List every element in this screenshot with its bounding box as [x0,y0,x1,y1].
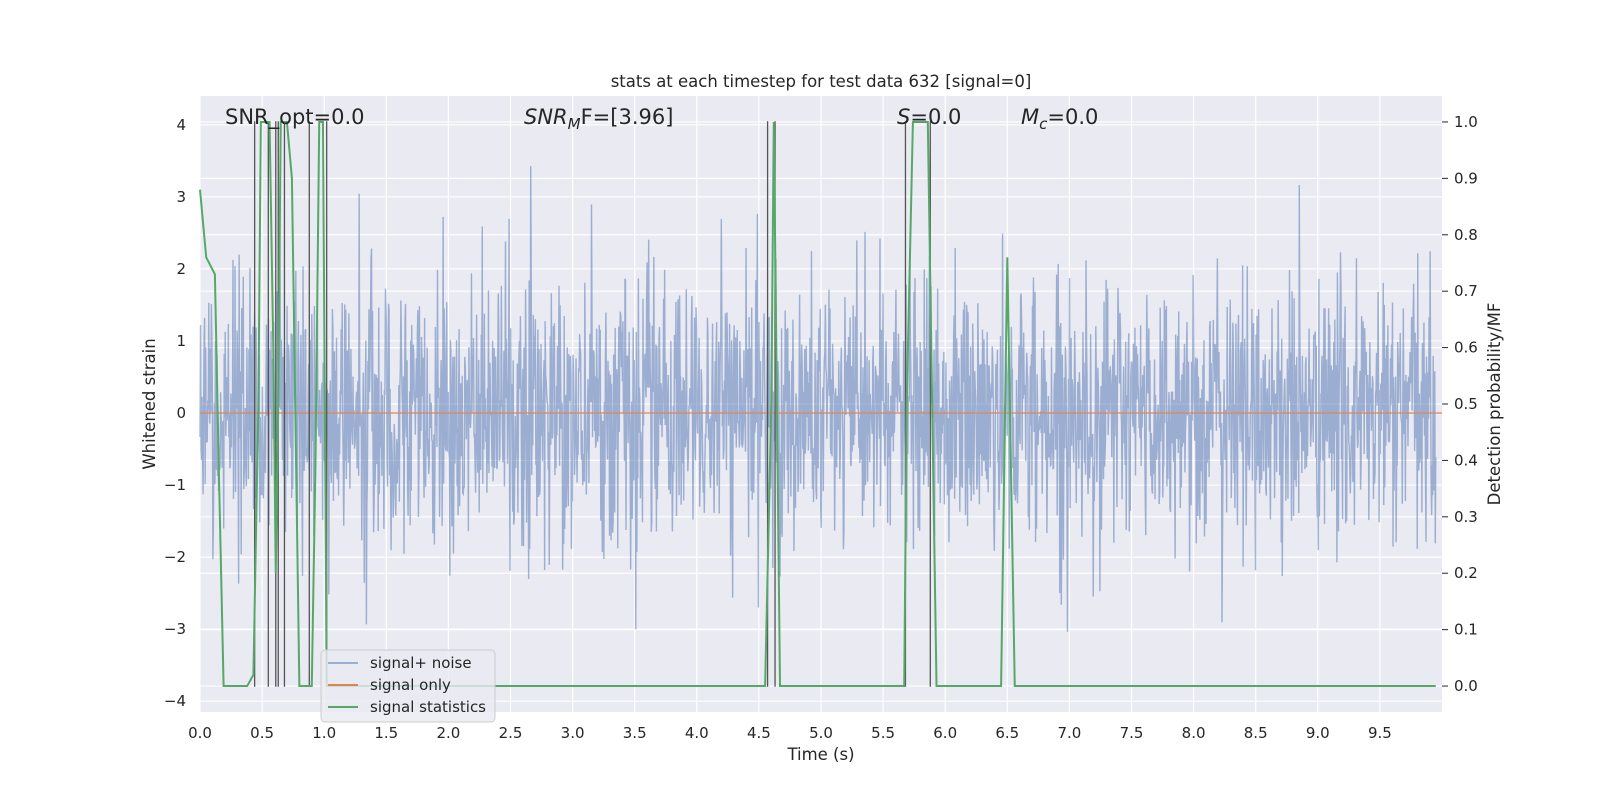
series-signal-statistics [199,120,1436,688]
y2-tick-label: 0.4 [1454,451,1478,469]
legend-box [320,649,496,723]
y2-tick-label: 0.9 [1454,169,1478,187]
y-tick-label: −1 [164,476,186,494]
y2-tick-label: 0.3 [1454,508,1478,526]
annotation-s: S=0.0 [897,105,961,129]
y2-axis-label: Detection probability/MF [1485,303,1504,506]
x-axis-ticks: 0.0 0.5 1.0 1.5 2.0 2.5 3.0 3.5 4.0 4.5 5.0 5.5 6.0 6… [188,724,1392,742]
chart-title: stats at each timestep for test data 632… [611,72,1032,91]
y2-tick-label: 1.0 [1454,113,1478,131]
signal-plus-noise-line [199,166,1437,632]
y2-tick-label: 0.8 [1454,226,1478,244]
legend-label-signal-plus-noise: signal+ noise [370,654,472,672]
y2-tick-label: 0.6 [1454,339,1478,357]
annotation-snr-opt: SNR_opt=0.0 [225,105,365,130]
y-tick-label: 0 [176,404,186,422]
legend-label-signal-only: signal only [370,676,451,694]
x-tick-label: 1.5 [374,724,398,742]
x-tick-label: 0.0 [188,724,212,742]
x-tick-label: 5.0 [809,724,833,742]
x-tick-label: 2.5 [499,724,523,742]
annotation-snr-mf-main: SNR [524,105,568,129]
x-tick-label: 8.5 [1244,724,1268,742]
annotation-snr-mf: SNRMF=[3.96] [524,105,673,133]
annotation-mc-sub: c [1039,115,1048,133]
signal-statistics-line [199,120,1436,688]
legend: signal+ noise signal only signal statist… [320,649,496,723]
annotation-mc-tail: =0.0 [1047,105,1098,129]
annotation-snr-mf-tail: F=[3.96] [581,105,674,129]
y-tick-label: 1 [176,332,186,350]
x-tick-label: 7.0 [1057,724,1081,742]
annotation-mc: Mc=0.0 [1021,105,1098,133]
x-tick-label: 2.0 [436,724,460,742]
x-tick-label: 6.0 [933,724,957,742]
annotation-s-main: S [897,105,910,129]
y-tick-label: 3 [176,188,186,206]
x-tick-label: 1.0 [312,724,336,742]
y2-tick-label: 0.7 [1454,282,1478,300]
x-tick-label: 9.5 [1368,724,1392,742]
x-tick-label: 6.5 [995,724,1019,742]
y-tick-label: −2 [164,548,186,566]
y2-tick-label: 0.2 [1454,564,1478,582]
y-axis-ticks: 4 3 2 1 0 −1 −2 −3 −4 [164,116,186,710]
y-tick-label: −4 [164,692,186,710]
legend-label-signal-statistics: signal statistics [370,698,486,716]
x-tick-label: 3.5 [623,724,647,742]
x-tick-label: 0.5 [250,724,274,742]
x-tick-label: 9.0 [1306,724,1330,742]
x-tick-label: 5.5 [871,724,895,742]
y2-axis-ticks: 1.0 0.9 0.8 0.7 0.6 0.5 0.4 0.3 0.2 0.1 0.0 [1442,113,1478,695]
x-axis-label: Time (s) [786,745,854,764]
y-tick-label: −3 [164,620,186,638]
x-tick-label: 4.0 [685,724,709,742]
annotation-s-tail: =0.0 [910,105,961,129]
y-tick-label: 2 [176,260,186,278]
x-tick-label: 4.5 [747,724,771,742]
x-tick-label: 3.0 [561,724,585,742]
y2-tick-label: 0.1 [1454,621,1478,639]
annotation-snr-mf-sub: M [568,115,581,133]
x-tick-label: 8.0 [1182,724,1206,742]
y2-tick-label: 0.0 [1454,677,1478,695]
series-signal-plus-noise [199,166,1437,632]
annotation-mc-main: M [1021,105,1039,129]
y-axis-label: Whitened strain [140,338,159,469]
x-tick-label: 7.5 [1120,724,1144,742]
y-tick-label: 4 [176,116,186,134]
y2-tick-label: 0.5 [1454,395,1478,413]
